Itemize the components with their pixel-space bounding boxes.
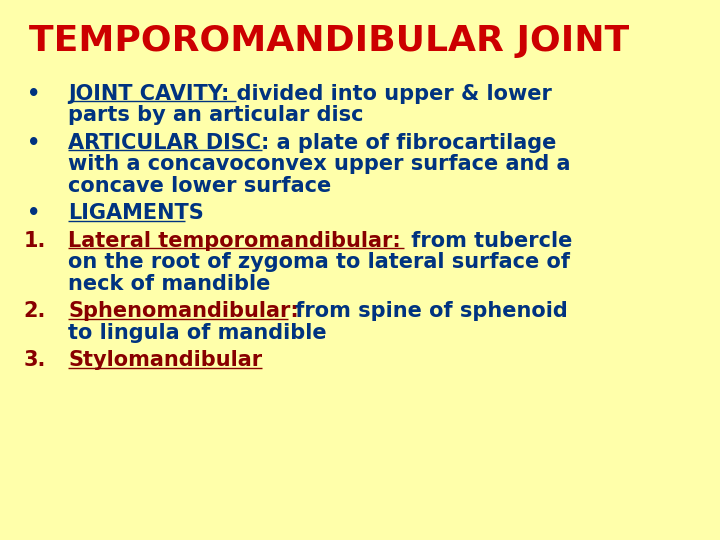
Text: 3.: 3. <box>24 350 46 370</box>
Text: on the root of zygoma to lateral surface of: on the root of zygoma to lateral surface… <box>68 252 570 272</box>
Text: concave lower surface: concave lower surface <box>68 176 332 195</box>
Text: ARTICULAR DISC: a plate of fibrocartilage: ARTICULAR DISC: a plate of fibrocartilag… <box>68 133 557 153</box>
Text: from spine of sphenoid: from spine of sphenoid <box>288 301 568 321</box>
Text: to lingula of mandible: to lingula of mandible <box>68 323 327 343</box>
Text: JOINT CAVITY: divided into upper & lower: JOINT CAVITY: divided into upper & lower <box>68 84 552 104</box>
Text: TEMPOROMANDIBULAR JOINT: TEMPOROMANDIBULAR JOINT <box>29 24 629 58</box>
Text: from tubercle: from tubercle <box>404 231 572 251</box>
Text: parts by an articular disc: parts by an articular disc <box>68 105 364 125</box>
Text: Stylomandibular: Stylomandibular <box>68 350 263 370</box>
Text: •: • <box>27 133 41 153</box>
Text: LIGAMENTS: LIGAMENTS <box>68 203 204 223</box>
Text: Sphenomandibular:: Sphenomandibular: <box>68 301 299 321</box>
Text: with a concavoconvex upper surface and a: with a concavoconvex upper surface and a <box>68 154 571 174</box>
Text: neck of mandible: neck of mandible <box>68 274 271 294</box>
Text: •: • <box>27 203 41 223</box>
Text: 2.: 2. <box>24 301 46 321</box>
Text: Lateral temporomandibular:: Lateral temporomandibular: <box>68 231 401 251</box>
Text: 1.: 1. <box>24 231 46 251</box>
Text: •: • <box>27 84 41 104</box>
